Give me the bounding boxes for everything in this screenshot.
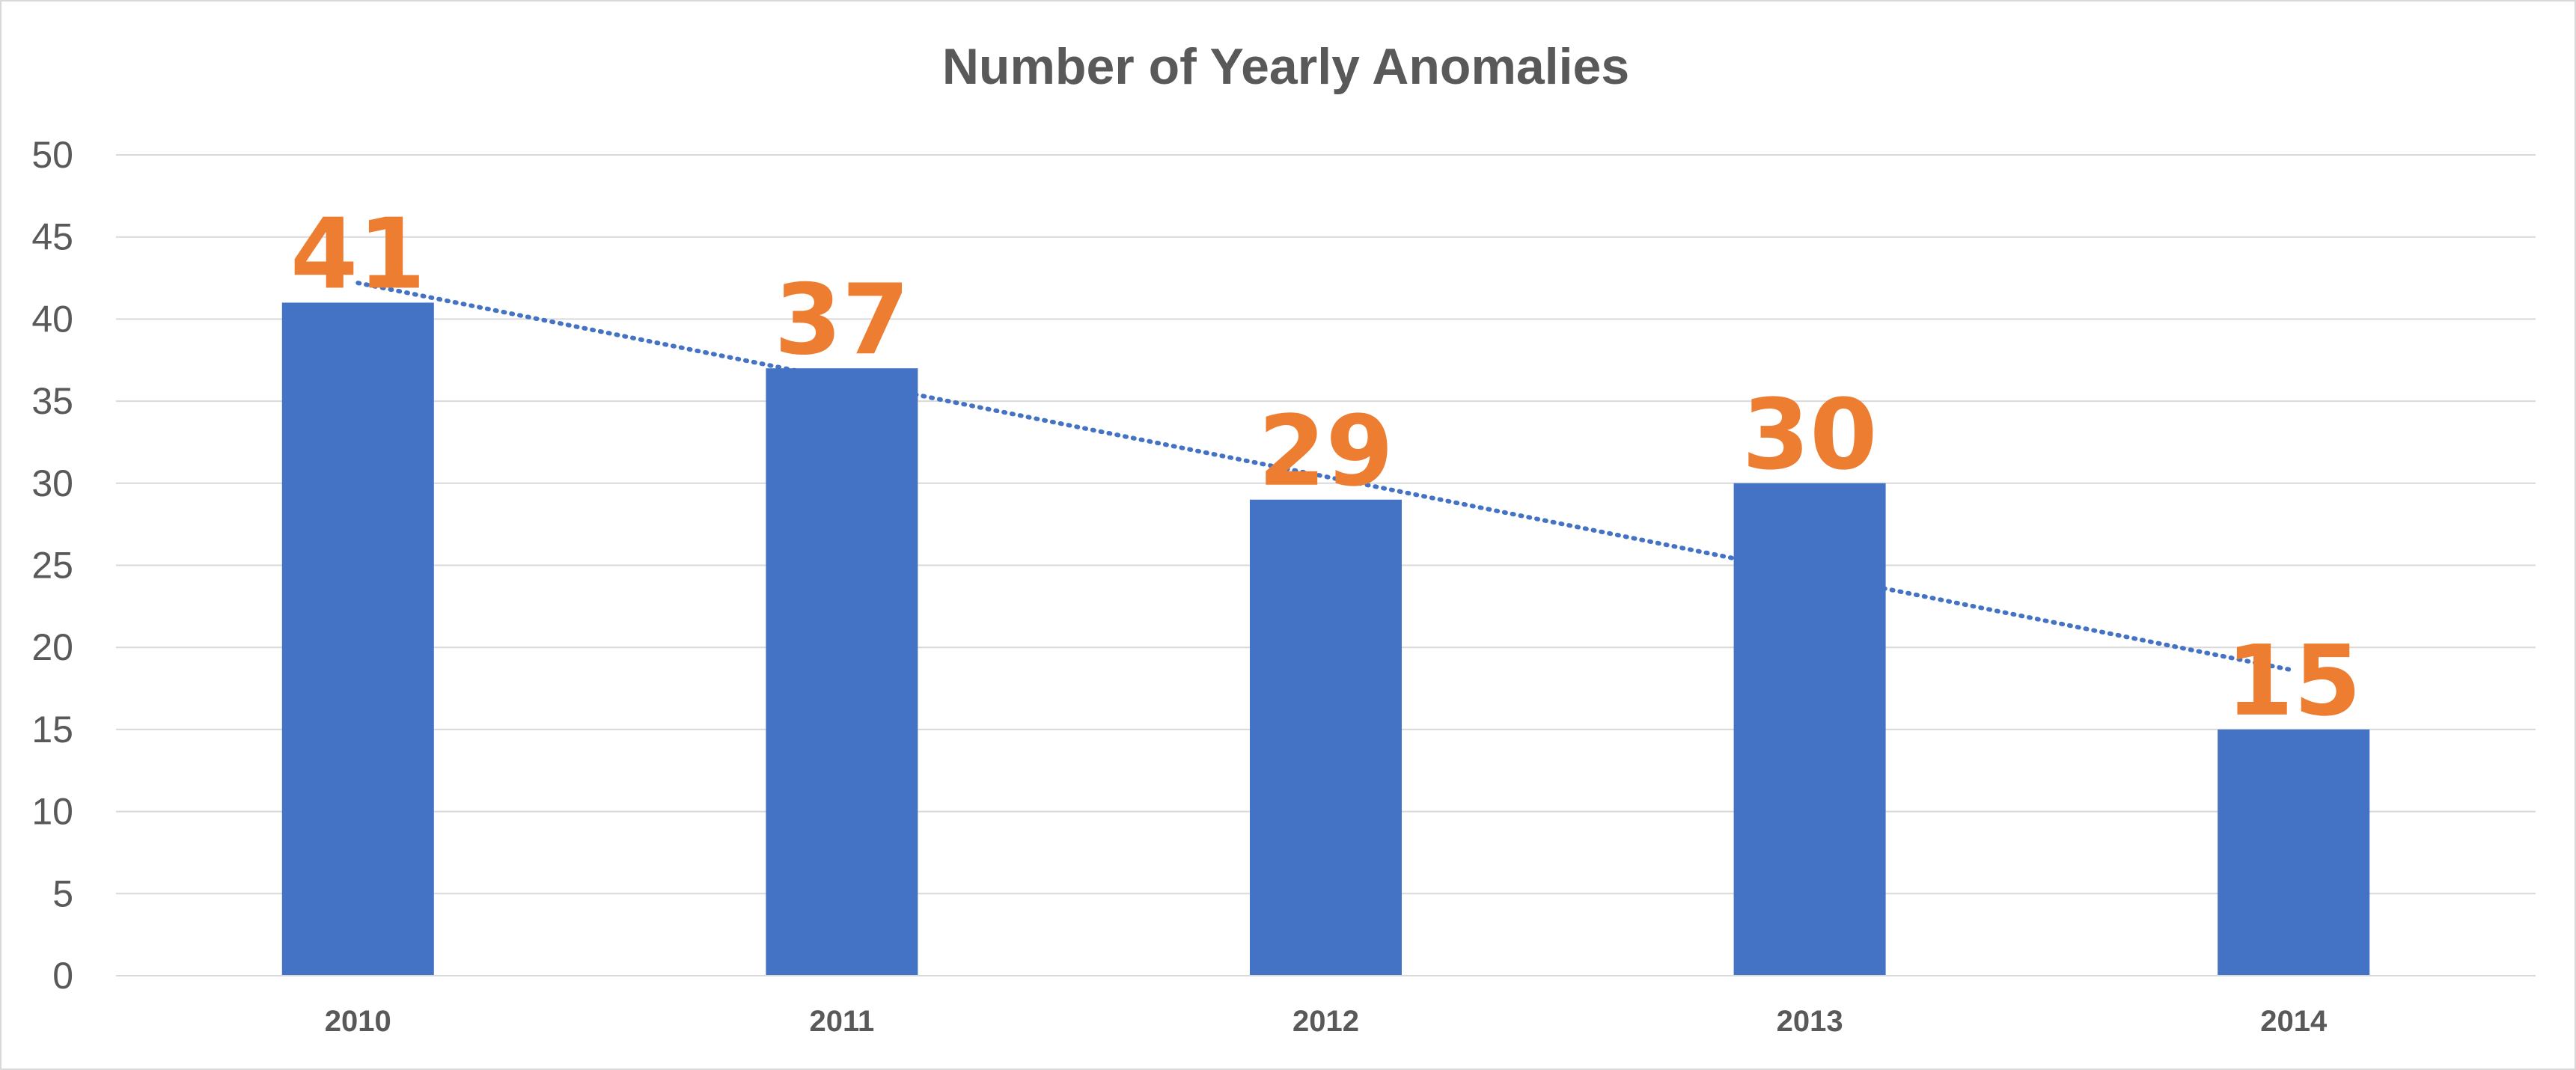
data-label-2012: 29 xyxy=(1258,394,1394,508)
bar-2012 xyxy=(1250,499,1402,976)
y-tick-label: 15 xyxy=(31,709,73,750)
x-tick-label: 2012 xyxy=(1292,1005,1359,1038)
y-tick-label: 0 xyxy=(52,955,73,997)
y-tick-label: 30 xyxy=(31,462,73,504)
y-tick-label: 45 xyxy=(31,216,73,258)
x-tick-label: 2010 xyxy=(325,1005,391,1038)
trendline xyxy=(355,281,2296,673)
x-axis-ticks: 2010 2011 2012 2013 2014 xyxy=(116,975,2536,1038)
y-tick-label: 50 xyxy=(31,134,73,176)
x-tick-label: 2013 xyxy=(1777,1005,1843,1038)
y-tick-label: 40 xyxy=(31,298,73,340)
trendline-group xyxy=(355,281,2296,673)
bar-2010 xyxy=(281,302,434,976)
data-label-2011: 37 xyxy=(774,263,909,376)
y-tick-label: 5 xyxy=(52,872,73,914)
x-tick-label: 2014 xyxy=(2260,1005,2328,1038)
data-label-2010: 41 xyxy=(290,197,426,311)
y-tick-label: 10 xyxy=(31,791,73,833)
bar-2011 xyxy=(766,368,918,976)
bars xyxy=(281,302,2370,976)
bar-2014 xyxy=(2218,729,2370,976)
x-tick-label: 2011 xyxy=(810,1005,875,1038)
y-tick-label: 25 xyxy=(31,545,73,587)
data-label-2013: 30 xyxy=(1742,378,1878,492)
data-label-2014: 15 xyxy=(2226,624,2361,738)
y-axis-ticks: 0 5 10 15 20 25 30 35 40 45 50 xyxy=(31,134,73,997)
chart-title: Number of Yearly Anomalies xyxy=(942,38,1629,95)
data-labels: 41 37 29 30 15 xyxy=(290,197,2361,737)
y-tick-label: 20 xyxy=(31,626,73,668)
y-tick-label: 35 xyxy=(31,380,73,422)
bar-2013 xyxy=(1733,483,1886,976)
